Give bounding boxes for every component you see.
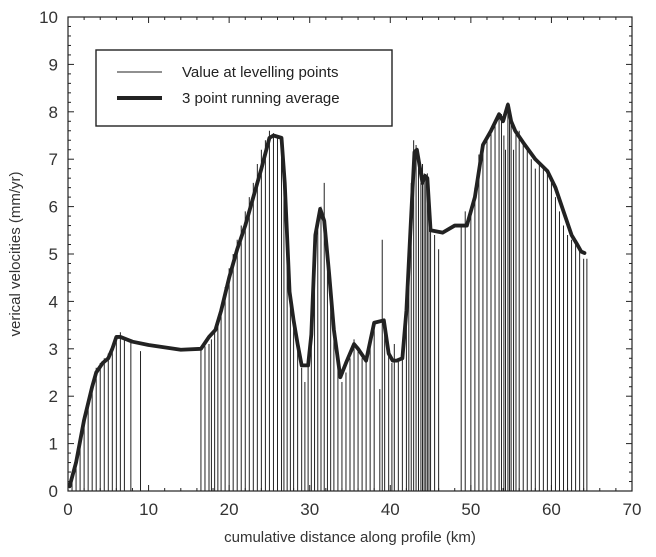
- x-axis-title: cumulative distance along profile (km): [224, 529, 476, 546]
- y-tick-label: 8: [49, 103, 58, 122]
- x-tick-label: 10: [139, 500, 158, 519]
- axis-ticks: 0 10 20 30 40 50 60 70 0 1 2 3 4 5 6 7 8 9 10: [39, 8, 641, 519]
- y-axis-title: verical velocities (mm/yr): [7, 171, 24, 336]
- legend: Value at levelling points 3 point runnin…: [95, 49, 393, 127]
- y-tick-label: 7: [49, 150, 58, 169]
- x-tick-label: 50: [461, 500, 480, 519]
- y-tick-label: 10: [39, 8, 58, 27]
- y-tick-label: 1: [49, 435, 58, 454]
- levelling-value-lines: [71, 102, 588, 491]
- y-tick-label: 5: [49, 245, 58, 264]
- y-tick-label: 4: [49, 292, 58, 311]
- x-tick-label: 30: [300, 500, 319, 519]
- x-tick-label: 40: [381, 500, 400, 519]
- y-tick-label: 0: [49, 482, 58, 501]
- running-average-line: [67, 102, 587, 489]
- y-tick-label: 3: [49, 340, 58, 359]
- legend-label-running-average: 3 point running average: [182, 90, 340, 107]
- x-tick-label: 70: [623, 500, 642, 519]
- x-tick-label: 0: [63, 500, 72, 519]
- y-tick-label: 9: [49, 55, 58, 74]
- running-average-path: [67, 102, 587, 489]
- legend-label-levelling-points: Value at levelling points: [182, 64, 339, 81]
- x-tick-label: 20: [220, 500, 239, 519]
- y-tick-label: 2: [49, 387, 58, 406]
- legend-box: [95, 49, 393, 127]
- x-tick-label: 60: [542, 500, 561, 519]
- y-tick-label: 6: [49, 198, 58, 217]
